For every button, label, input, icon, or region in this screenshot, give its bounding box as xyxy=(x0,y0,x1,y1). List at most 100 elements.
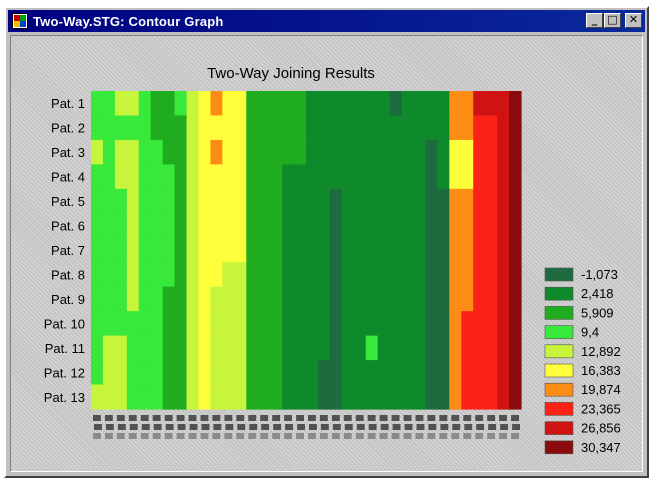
heatmap-cell xyxy=(317,91,331,117)
heatmap-cell xyxy=(473,360,486,386)
row-label: Pat. 8 xyxy=(51,268,85,283)
title-bar[interactable]: Two-Way.STG: Contour Graph _ □ ✕ xyxy=(8,10,645,32)
column-label xyxy=(379,433,388,439)
heatmap-cell xyxy=(138,262,152,288)
heatmap-cell xyxy=(497,91,510,117)
heatmap-cell xyxy=(449,335,462,361)
heatmap-cell xyxy=(413,91,427,117)
heatmap-cell xyxy=(246,164,259,190)
heatmap-cell xyxy=(234,139,247,165)
heatmap-cell xyxy=(437,384,450,410)
heatmap-cell xyxy=(329,360,343,386)
column-label xyxy=(379,415,388,421)
heatmap-cell xyxy=(341,164,355,190)
heatmap-cell xyxy=(437,115,450,141)
heatmap-cell xyxy=(246,91,259,117)
heatmap-cell xyxy=(365,262,379,288)
heatmap-cell xyxy=(401,164,415,190)
heatmap-cell xyxy=(258,237,271,263)
heatmap-cell xyxy=(91,286,104,312)
heatmap-cell xyxy=(389,384,403,410)
column-label xyxy=(164,415,173,421)
heatmap-cell xyxy=(162,311,176,337)
column-label xyxy=(308,415,316,421)
heatmap-cell xyxy=(91,311,104,337)
heatmap-cell xyxy=(210,335,223,361)
heatmap-cell xyxy=(186,213,200,239)
heatmap-cell xyxy=(246,360,259,386)
column-label xyxy=(236,433,245,439)
heatmap-cell xyxy=(270,335,283,361)
heatmap-cell xyxy=(449,115,462,141)
heatmap-cell xyxy=(329,188,343,214)
heatmap-cell xyxy=(234,384,247,410)
row-label: Pat. 11 xyxy=(45,341,85,356)
heatmap-cell xyxy=(102,237,116,263)
heatmap-cell xyxy=(198,384,212,410)
heatmap-cell xyxy=(437,91,450,117)
heatmap-cell xyxy=(91,115,104,141)
heatmap-cell xyxy=(186,91,200,117)
heatmap-cell xyxy=(270,286,283,312)
column-label xyxy=(296,433,304,439)
column-label xyxy=(272,433,281,439)
column-label xyxy=(487,415,496,421)
column-label xyxy=(225,424,234,430)
legend-swatch xyxy=(544,325,574,339)
heatmap-cell xyxy=(91,335,104,361)
heatmap-cell xyxy=(174,262,188,288)
heatmap-cell xyxy=(306,188,319,214)
maximize-button[interactable]: □ xyxy=(604,13,621,28)
minimize-button[interactable]: _ xyxy=(586,13,603,28)
column-label xyxy=(128,433,137,439)
heatmap-cell xyxy=(461,164,474,190)
heatmap-cell xyxy=(437,237,450,263)
heatmap-cell xyxy=(150,384,164,410)
heatmap-cell xyxy=(509,286,522,312)
heatmap-cell xyxy=(329,164,343,190)
heatmap-cell xyxy=(329,335,343,361)
heatmap-cell xyxy=(102,262,116,288)
heatmap-cell xyxy=(174,311,188,337)
column-label xyxy=(249,424,258,430)
heatmap-cell xyxy=(186,188,200,214)
column-label xyxy=(140,433,149,439)
heatmap-cell xyxy=(377,164,391,190)
heatmap-cell xyxy=(210,286,223,312)
heatmap-cell xyxy=(389,91,403,117)
chart-app-icon[interactable] xyxy=(12,13,28,29)
heatmap-cell xyxy=(294,286,307,312)
heatmap-cell xyxy=(437,213,450,239)
column-label xyxy=(319,415,328,421)
heatmap-cell xyxy=(449,311,462,337)
column-label xyxy=(201,424,210,430)
heatmap-cell xyxy=(437,286,450,312)
heatmap-cell xyxy=(162,237,176,263)
heatmap-cell xyxy=(461,237,474,263)
heatmap-cell xyxy=(222,360,235,386)
heatmap-cell xyxy=(485,335,498,361)
heatmap-cell xyxy=(294,311,307,337)
heatmap-cell xyxy=(162,384,176,410)
heatmap-cell xyxy=(509,360,522,386)
heatmap-cell xyxy=(473,286,486,312)
column-label xyxy=(213,424,222,430)
heatmap-cell xyxy=(258,286,271,312)
heatmap-cell xyxy=(114,335,128,361)
heatmap-cell xyxy=(294,360,307,386)
heatmap-cell xyxy=(186,360,200,386)
heatmap-cell xyxy=(497,262,510,288)
column-label xyxy=(177,424,186,430)
heatmap-cell xyxy=(198,188,212,214)
column-label xyxy=(511,433,519,439)
heatmap-cell xyxy=(509,91,522,117)
heatmap-cell xyxy=(509,139,522,165)
heatmap-cell xyxy=(461,91,474,117)
legend-swatch xyxy=(544,267,574,282)
close-button[interactable]: ✕ xyxy=(625,13,642,28)
heatmap-cell xyxy=(150,237,164,263)
heatmap-cell xyxy=(365,139,379,165)
heatmap-cell xyxy=(341,286,355,312)
column-label xyxy=(499,415,507,421)
heatmap-cell xyxy=(114,91,128,117)
